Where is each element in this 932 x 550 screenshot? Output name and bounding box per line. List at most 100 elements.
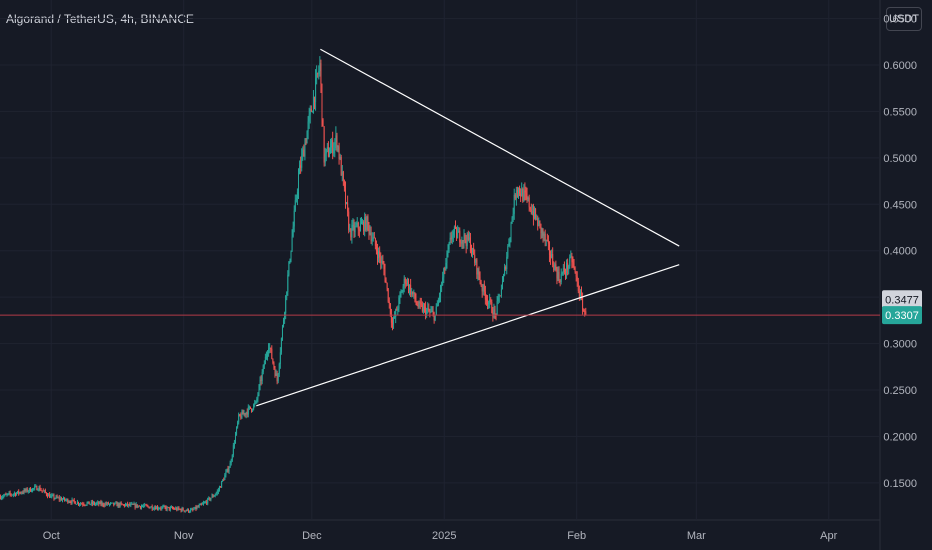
candle-body — [164, 506, 166, 508]
candle-body — [290, 250, 292, 262]
candle-body — [362, 221, 364, 224]
candle-body — [75, 504, 77, 506]
candle-body — [451, 235, 453, 240]
candle-body — [483, 284, 485, 292]
candle-body — [229, 463, 231, 468]
candle-body — [405, 283, 407, 285]
candle-body — [474, 254, 476, 263]
candle-body — [316, 73, 318, 79]
candle-body — [368, 223, 370, 234]
x-tick-label: Feb — [567, 530, 586, 542]
candle-body — [391, 322, 393, 325]
candle-body — [517, 187, 519, 192]
candle-body — [148, 506, 150, 509]
candle-body — [107, 502, 109, 505]
candle-body — [308, 114, 310, 122]
candle-body — [482, 284, 484, 292]
x-tick-label: Oct — [43, 530, 60, 542]
candle-body — [406, 281, 408, 284]
candle-body — [216, 491, 218, 494]
candle-body — [210, 498, 212, 500]
candle-body — [335, 135, 337, 143]
candle-body — [204, 502, 206, 504]
candle-body — [215, 493, 217, 495]
candle-body — [160, 508, 162, 510]
candle-body — [429, 311, 431, 313]
candle-body — [546, 239, 548, 241]
candle-body — [562, 268, 564, 273]
candle-body — [425, 306, 427, 316]
candle-body — [382, 260, 384, 264]
candle-body — [154, 507, 156, 510]
candle-body — [453, 227, 455, 232]
candle-body — [476, 259, 478, 275]
candle-body — [243, 413, 245, 415]
candle-body — [359, 223, 361, 231]
candle-body — [542, 229, 544, 236]
y-tick-label: 0.5000 — [883, 153, 917, 165]
candle-body — [357, 222, 359, 230]
candle-body — [464, 234, 466, 241]
candle-body — [118, 503, 120, 507]
candle-body — [414, 292, 416, 300]
candle-body — [585, 311, 587, 316]
candle-body — [499, 295, 501, 297]
y-tick-label: 0.2000 — [883, 431, 917, 443]
candle-body — [53, 495, 55, 499]
candle-body — [430, 311, 432, 313]
candle-body — [136, 504, 138, 508]
candle-body — [422, 306, 424, 312]
currency-button[interactable]: USDT — [886, 7, 922, 31]
candle-body — [269, 347, 271, 349]
candle-body — [1, 497, 3, 499]
candle-body — [572, 262, 574, 264]
candle-body — [259, 379, 261, 386]
candle-body — [388, 301, 390, 304]
candle-body — [319, 63, 321, 72]
candle-body — [113, 502, 115, 505]
candle-body — [532, 211, 534, 219]
candle-body — [551, 254, 553, 258]
candle-body — [576, 276, 578, 282]
candle-body — [72, 499, 74, 501]
candle-body — [506, 256, 508, 270]
candle-body — [183, 510, 185, 512]
candle-body — [152, 508, 154, 510]
candle-body — [361, 223, 363, 225]
candle-body — [473, 248, 475, 255]
candle-body — [310, 109, 312, 112]
candle-body — [105, 503, 107, 505]
candle-body — [400, 292, 402, 295]
candle-body — [581, 292, 583, 298]
candle-body — [462, 240, 464, 242]
candle-body — [384, 268, 386, 281]
candle-body — [525, 192, 527, 195]
candle-body — [399, 294, 401, 298]
candle-body — [479, 276, 481, 283]
candle-body — [424, 306, 426, 308]
plot-area — [0, 48, 880, 514]
candle-body — [468, 237, 470, 240]
price-badges: 0.3477 0.3307 — [882, 290, 922, 325]
candle-body — [200, 503, 202, 505]
candle-body — [100, 501, 102, 505]
candle-body — [358, 229, 360, 231]
candle-body — [267, 353, 269, 356]
candle-body — [543, 233, 545, 236]
candle-body — [33, 488, 35, 490]
candle-body — [234, 434, 236, 444]
candle-body — [45, 492, 47, 495]
candle-body — [288, 261, 290, 275]
candle-body — [84, 504, 86, 506]
candle-body — [560, 273, 562, 283]
candle-body — [191, 509, 193, 511]
candle-body — [151, 506, 153, 510]
candle-body — [82, 503, 84, 505]
candle-body — [352, 224, 354, 226]
candle-body — [220, 486, 222, 488]
candle-body — [501, 280, 503, 290]
candle-body — [326, 147, 328, 150]
candle-body — [459, 230, 461, 243]
candle-body — [443, 268, 445, 278]
